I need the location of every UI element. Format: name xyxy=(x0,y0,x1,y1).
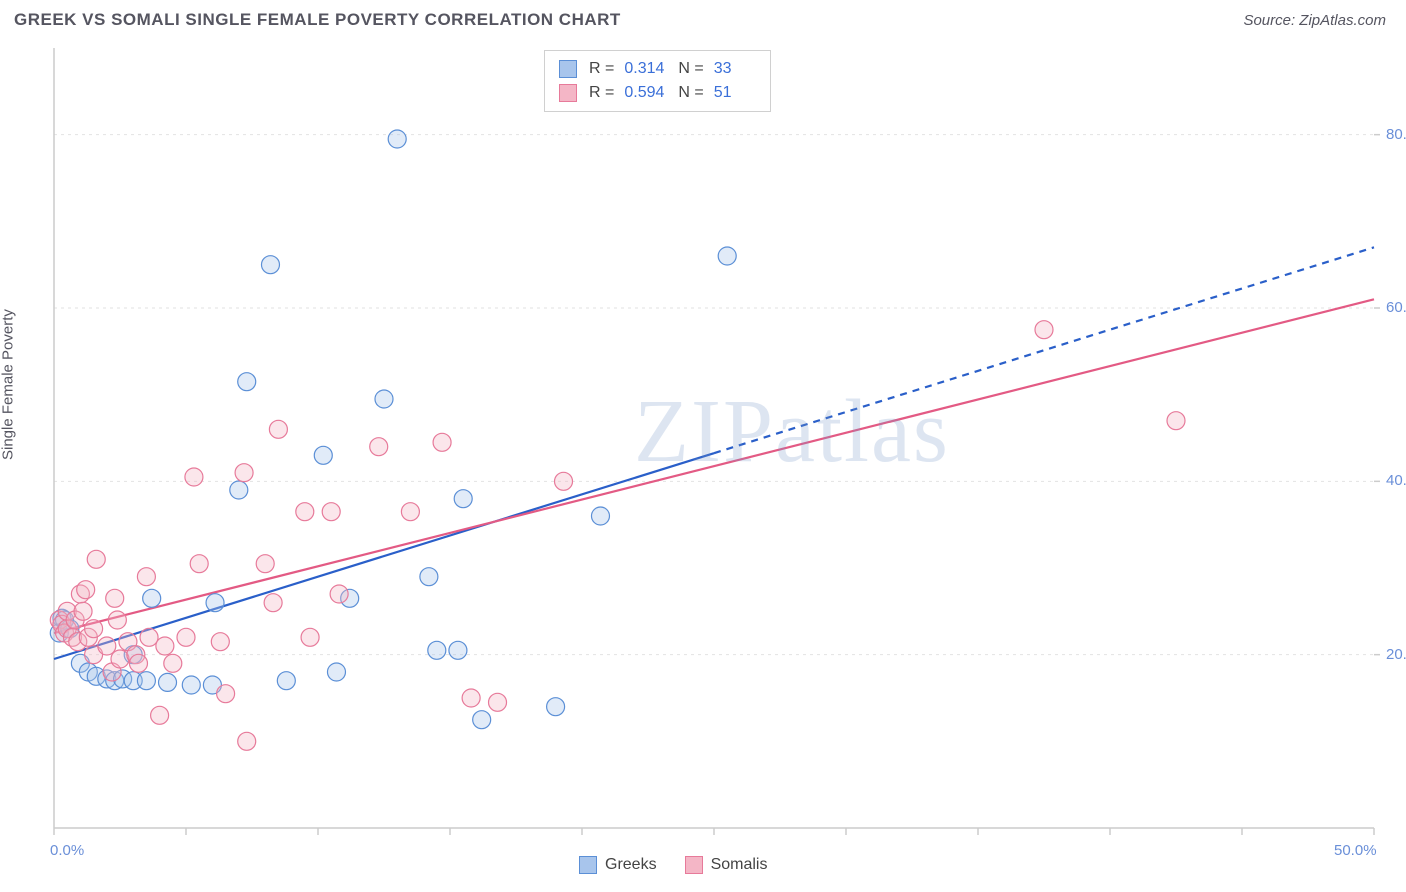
x-tick-label: 50.0% xyxy=(1334,842,1377,859)
y-tick-label: 60.0% xyxy=(1386,299,1406,316)
n-label: N = xyxy=(678,81,703,105)
swatch-icon xyxy=(685,856,703,874)
swatch-icon xyxy=(559,60,577,78)
swatch-icon xyxy=(579,856,597,874)
y-tick-label: 40.0% xyxy=(1386,472,1406,489)
x-tick-label: 0.0% xyxy=(50,842,84,859)
legend-stats: R = 0.314 N = 33 R = 0.594 N = 51 xyxy=(544,50,771,112)
chart-title: GREEK VS SOMALI SINGLE FEMALE POVERTY CO… xyxy=(14,10,621,30)
legend-stats-row: R = 0.314 N = 33 xyxy=(559,57,756,81)
legend-item: Greeks xyxy=(579,856,657,874)
chart-container: Single Female Poverty ZIPatlas R = 0.314… xyxy=(14,40,1392,880)
n-value: 51 xyxy=(714,81,756,105)
legend-item: Somalis xyxy=(685,856,768,874)
legend-label: Greeks xyxy=(605,856,657,874)
legend-stats-row: R = 0.594 N = 51 xyxy=(559,81,756,105)
y-tick-label: 80.0% xyxy=(1386,126,1406,143)
n-label: N = xyxy=(678,57,703,81)
legend-label: Somalis xyxy=(711,856,768,874)
r-label: R = xyxy=(589,57,614,81)
legend-series: Greeks Somalis xyxy=(579,856,767,874)
r-label: R = xyxy=(589,81,614,105)
source-label: Source: ZipAtlas.com xyxy=(1243,12,1386,29)
scatter-chart xyxy=(14,40,1392,880)
y-axis-label: Single Female Poverty xyxy=(0,309,17,460)
swatch-icon xyxy=(559,84,577,102)
r-value: 0.594 xyxy=(624,81,666,105)
y-tick-label: 20.0% xyxy=(1386,646,1406,663)
n-value: 33 xyxy=(714,57,756,81)
r-value: 0.314 xyxy=(624,57,666,81)
